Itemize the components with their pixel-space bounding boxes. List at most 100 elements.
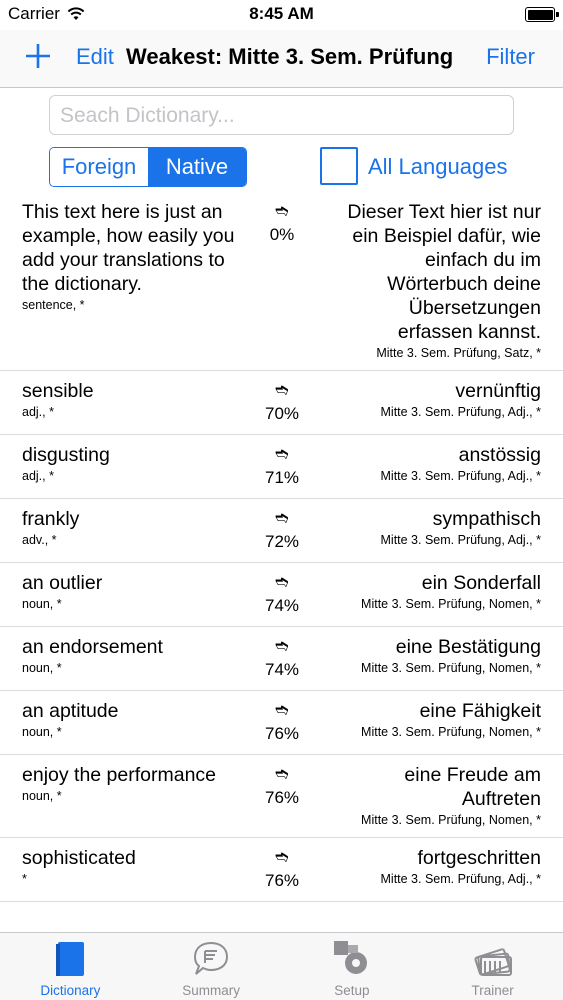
native-term: sympathisch Mitte 3. Sem. Prüfung, Adj., … <box>381 507 542 548</box>
status-bar: Carrier 8:45 AM <box>0 0 563 30</box>
foreign-text: an aptitude <box>22 700 119 722</box>
foreign-meta: noun, * <box>22 789 62 803</box>
list-item[interactable]: frankly adv., * ➬ 72% sympathisch Mitte 3. Se… <box>0 499 563 563</box>
native-term: fortgeschritten Mitte 3. Sem. Prüfung, Ad… <box>381 846 542 887</box>
list-item[interactable]: This text here is just an example, how ea… <box>0 192 563 371</box>
arrow-right-icon: ➬ <box>275 638 289 655</box>
list-item[interactable]: sophisticated * ➬ 76% fortgeschritten Mitte 3… <box>0 838 563 902</box>
score-percent: 74% <box>264 660 300 679</box>
score-percent: 76% <box>264 788 300 807</box>
dictionary-list: This text here is just an example, how ea… <box>0 192 563 902</box>
all-languages-checkbox[interactable] <box>320 147 358 185</box>
arrow-right-icon: ➬ <box>275 382 289 399</box>
score-percent: 72% <box>264 532 300 551</box>
score-percent: 74% <box>264 596 300 615</box>
score-percent: 76% <box>264 724 300 743</box>
add-icon[interactable] <box>22 38 54 74</box>
native-text: eine Freude am <box>404 764 541 786</box>
tab-label: Summary <box>182 983 240 998</box>
arrow-right-icon: ➬ <box>275 702 289 719</box>
tab-bar: Dictionary Summary Setup Trainer <box>0 932 563 1000</box>
foreign-term: an outlier noun, * <box>22 571 102 612</box>
foreign-meta: adv., * <box>22 533 57 547</box>
score-percent: 0% <box>269 225 295 244</box>
foreign-meta: sentence, * <box>22 298 85 312</box>
native-meta: Mitte 3. Sem. Prüfung, Adj., * <box>380 533 542 547</box>
foreign-text: frankly <box>22 508 80 530</box>
list-item[interactable]: an aptitude noun, * ➬ 76% eine Fähigkeit Mitt… <box>0 691 563 755</box>
native-text: Auftreten <box>461 788 541 810</box>
foreign-text: enjoy the performance <box>22 764 217 786</box>
tab-trainer[interactable]: Trainer <box>422 933 563 1000</box>
score-percent: 71% <box>264 468 300 487</box>
list-item[interactable]: an endorsement noun, * ➬ 74% eine Bestätigun… <box>0 627 563 691</box>
tab-dictionary[interactable]: Dictionary <box>0 933 141 1000</box>
clock: 8:45 AM <box>249 4 314 23</box>
page-title: Weakest: Mitte 3. Sem. Prüfung <box>126 44 454 69</box>
segment-native[interactable]: Native <box>148 148 246 186</box>
search-placeholder: Seach Dictionary... <box>60 104 235 127</box>
list-item[interactable]: an outlier noun, * ➬ 74% ein Sonderfall Mitte… <box>0 563 563 627</box>
foreign-text: the dictionary. <box>22 273 142 295</box>
foreign-text: This text here is just an <box>22 201 223 223</box>
native-text: Wörterbuch deine <box>387 273 541 295</box>
arrow-right-icon: ➬ <box>275 766 289 783</box>
score-percent: 76% <box>264 871 300 890</box>
native-term: eine Bestätigung Mitte 3. Sem. Prüfung, N… <box>361 635 541 676</box>
list-item[interactable]: disgusting adj., * ➬ 71% anstössig Mitte 3. S… <box>0 435 563 499</box>
arrow-right-icon: ➬ <box>275 510 289 527</box>
native-term: Dieser Text hier ist nur ein Beispiel daf… <box>347 200 541 361</box>
wifi-icon <box>67 7 85 20</box>
native-meta: Mitte 3. Sem. Prüfung, Nomen, * <box>361 597 541 611</box>
native-meta: Mitte 3. Sem. Prüfung, Nomen, * <box>361 725 541 739</box>
foreign-term: disgusting adj., * <box>22 443 110 484</box>
tab-setup[interactable]: Setup <box>282 933 423 1000</box>
foreign-meta: * <box>22 872 27 886</box>
native-term: ein Sonderfall Mitte 3. Sem. Prüfung, Nom… <box>361 571 541 612</box>
foreign-text: add your translations to <box>22 249 225 271</box>
search-input[interactable]: Seach Dictionary... <box>49 95 514 135</box>
foreign-term: frankly adv., * <box>22 507 79 548</box>
language-segmented-control[interactable]: Foreign Native <box>49 147 247 187</box>
gears-icon <box>330 939 374 979</box>
native-meta: Mitte 3. Sem. Prüfung, Nomen, * <box>361 661 541 675</box>
score-indicator: ➬ 71% <box>258 445 306 489</box>
battery-icon <box>525 7 559 22</box>
score-indicator: ➬ 76% <box>258 765 306 809</box>
tab-summary[interactable]: Summary <box>141 933 282 1000</box>
foreign-meta: adj., * <box>22 469 54 483</box>
foreign-meta: noun, * <box>22 725 62 739</box>
foreign-term: This text here is just an example, how ea… <box>22 200 234 313</box>
filter-button[interactable]: Filter <box>486 44 535 69</box>
score-indicator: ➬ 0% <box>258 202 306 246</box>
tab-label: Setup <box>334 983 370 998</box>
native-text: erfassen kannst. <box>397 321 541 343</box>
native-meta: Mitte 3. Sem. Prüfung, Satz, * <box>376 346 541 360</box>
score-indicator: ➬ 72% <box>258 509 306 553</box>
native-text: ein Beispiel dafür, wie <box>352 225 541 247</box>
native-term: anstössig Mitte 3. Sem. Prüfung, Adj., * <box>381 443 542 484</box>
list-item[interactable]: enjoy the performance noun, * ➬ 76% eine Fre… <box>0 755 563 838</box>
foreign-text: disgusting <box>22 444 110 466</box>
arrow-right-icon: ➬ <box>275 203 289 220</box>
score-indicator: ➬ 76% <box>258 848 306 892</box>
foreign-term: an aptitude noun, * <box>22 699 119 740</box>
navigation-bar: Edit Weakest: Mitte 3. Sem. Prüfung Filt… <box>0 30 563 88</box>
native-meta: Mitte 3. Sem. Prüfung, Adj., * <box>380 872 542 886</box>
all-languages-label[interactable]: All Languages <box>368 154 508 179</box>
native-text: Dieser Text hier ist nur <box>347 201 541 223</box>
edit-button[interactable]: Edit <box>76 44 114 69</box>
list-item[interactable]: sensible adj., * ➬ 70% vernünftig Mitte 3. Se… <box>0 371 563 435</box>
native-meta: Mitte 3. Sem. Prüfung, Adj., * <box>380 469 542 483</box>
native-text: sympathisch <box>432 508 541 530</box>
foreign-text: sophisticated <box>22 847 136 869</box>
foreign-term: an endorsement noun, * <box>22 635 163 676</box>
native-meta: Mitte 3. Sem. Prüfung, Adj., * <box>380 405 542 419</box>
score-indicator: ➬ 76% <box>258 701 306 745</box>
foreign-meta: noun, * <box>22 661 62 675</box>
score-percent: 70% <box>264 404 300 423</box>
arrow-right-icon: ➬ <box>275 446 289 463</box>
segment-foreign[interactable]: Foreign <box>50 148 148 186</box>
native-term: eine Freude am Auftreten Mitte 3. Sem. Prü… <box>361 763 541 828</box>
speech-bubble-icon <box>189 939 233 979</box>
